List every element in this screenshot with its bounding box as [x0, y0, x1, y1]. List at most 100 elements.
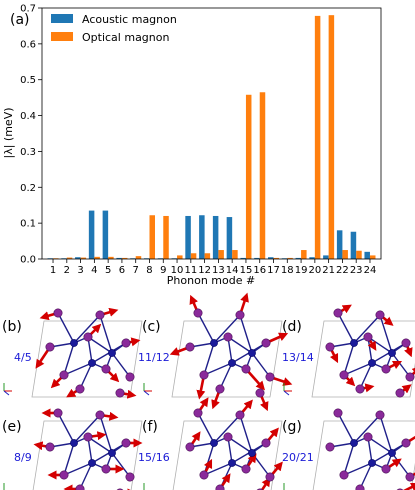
displacement-arrow	[260, 477, 271, 490]
purple-atom	[375, 310, 385, 320]
bond	[213, 414, 241, 444]
bar-optical-7	[135, 256, 142, 259]
purple-atom	[405, 372, 415, 382]
bond	[239, 414, 253, 454]
bar-acoustic-6	[116, 257, 122, 259]
bar-optical-10	[177, 255, 183, 259]
y-tick-label: 0.1	[20, 219, 36, 230]
bar-optical-13	[218, 250, 224, 259]
blue-atom	[88, 359, 96, 367]
purple-atom	[215, 484, 225, 490]
bar-optical-11	[190, 253, 197, 259]
purple-atom	[363, 332, 373, 342]
x-tick-label: 22	[336, 265, 349, 276]
x-tick-label: 8	[146, 265, 152, 276]
purple-atom	[339, 470, 349, 480]
legend-label-acoustic: Acoustic magnon	[82, 13, 177, 26]
blue-atom	[388, 349, 396, 357]
mode-label-2: 11/12	[138, 351, 170, 364]
bond	[337, 412, 355, 444]
bar-optical-4	[94, 256, 100, 259]
bar-optical-14	[232, 250, 238, 259]
unit-cell-outline	[312, 420, 415, 490]
bar-acoustic-20	[309, 257, 315, 259]
bond	[227, 436, 253, 454]
purple-atom	[193, 308, 203, 318]
bond	[251, 352, 271, 378]
blue-atom	[350, 439, 358, 447]
purple-atom	[405, 472, 415, 482]
blue-atom	[368, 459, 376, 467]
blue-atom	[70, 439, 78, 447]
bond	[79, 462, 93, 490]
x-tick-label: 23	[350, 265, 363, 276]
bar-optical-9	[163, 215, 169, 259]
purple-atom	[355, 484, 365, 490]
bond	[111, 352, 131, 378]
purple-atom	[355, 384, 365, 394]
blue-atom	[108, 449, 116, 457]
purple-atom	[339, 370, 349, 380]
bond	[63, 462, 93, 476]
purple-atom	[45, 342, 55, 352]
y-tick-label: 0.7	[20, 4, 36, 15]
bond	[203, 362, 233, 376]
panel-tag-2: (c)	[142, 319, 161, 335]
axes-indicator	[283, 483, 285, 490]
bar-acoustic-24	[364, 251, 370, 259]
purple-atom	[223, 432, 233, 442]
blue-atom	[248, 349, 256, 357]
blue-atom	[388, 449, 396, 457]
mode-label-1: 4/5	[14, 351, 32, 364]
purple-atom	[401, 438, 411, 448]
x-tick-label: 13	[212, 265, 225, 276]
legend-label-optical: Optical magnon	[82, 31, 169, 44]
purple-atom	[53, 408, 63, 418]
axis-z-indicator	[3, 390, 10, 396]
purple-atom	[261, 438, 271, 448]
bond	[73, 414, 101, 444]
x-tick-label: 10	[171, 265, 184, 276]
bond	[87, 436, 113, 454]
x-tick-label: 17	[267, 265, 280, 276]
purple-atom	[333, 408, 343, 418]
bar-optical-12	[204, 253, 211, 259]
bar-acoustic-16	[254, 257, 260, 259]
y-tick-label: 0.4	[20, 111, 36, 122]
blue-atom	[228, 359, 236, 367]
legend-swatch-acoustic	[51, 14, 73, 23]
x-tick-label: 19	[295, 265, 308, 276]
mode-label-6: 20/21	[282, 451, 314, 464]
bar-acoustic-21	[323, 255, 329, 259]
x-tick-label: 2	[64, 265, 70, 276]
purple-atom	[241, 464, 251, 474]
bar-optical-19	[301, 250, 307, 259]
purple-atom	[53, 308, 63, 318]
axes-indicator	[3, 483, 5, 490]
x-tick-label: 4	[91, 265, 97, 276]
bond	[57, 412, 75, 444]
bond	[391, 452, 411, 478]
axes-indicator	[3, 383, 12, 396]
purple-atom	[121, 338, 131, 348]
structure-panels: (b) 4/5 (c) 11/12 (d) 13/14 (e) 8/9 (f) 15/16 (g) 2…	[2, 292, 415, 490]
axes-indicator	[283, 383, 292, 396]
y-tick-label: 0.0	[20, 255, 36, 266]
bar-acoustic-5	[102, 210, 109, 259]
legend-swatch-optical	[51, 32, 73, 41]
bar-optical-6	[121, 257, 128, 259]
bar-acoustic-14	[226, 217, 233, 259]
bond	[353, 414, 381, 444]
bond	[359, 462, 373, 490]
bond	[73, 314, 101, 344]
purple-atom	[401, 338, 411, 348]
x-tick-label: 12	[198, 265, 211, 276]
bond	[343, 442, 355, 476]
bond	[197, 312, 215, 344]
axis-z-indicator	[143, 390, 150, 396]
bond	[367, 336, 393, 354]
mode-label-5: 15/16	[138, 451, 170, 464]
bar-optical-18	[287, 257, 293, 259]
purple-atom	[223, 332, 233, 342]
purple-atom	[101, 464, 111, 474]
